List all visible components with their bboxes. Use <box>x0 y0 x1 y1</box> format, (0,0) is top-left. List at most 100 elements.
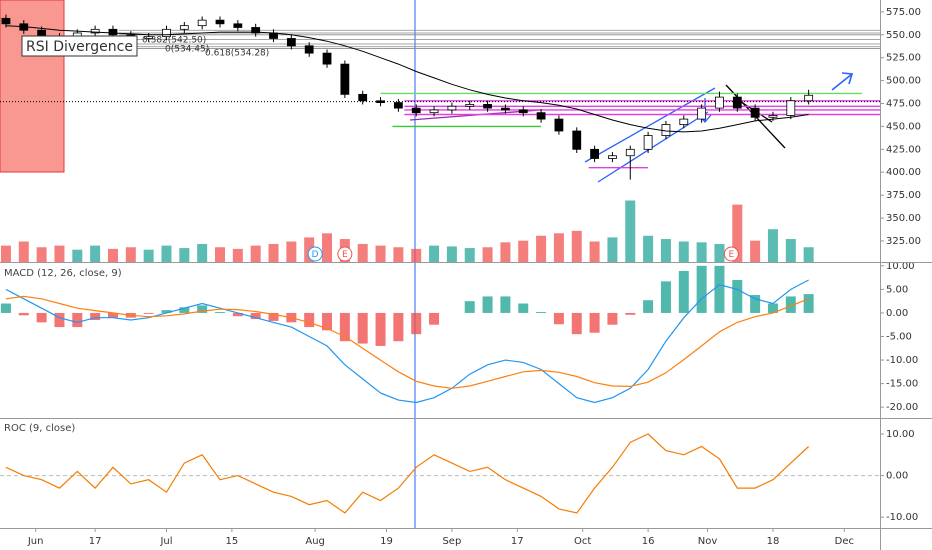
volume-bar <box>732 204 743 262</box>
candle-body <box>465 104 475 107</box>
histogram-bar <box>571 312 582 335</box>
candle-body <box>269 32 278 39</box>
histogram-bar <box>0 303 11 313</box>
volume-bar <box>286 241 297 262</box>
moving-average <box>5 25 809 133</box>
volume-bar <box>161 245 172 262</box>
candle-body <box>572 130 582 150</box>
volume-bar <box>179 248 190 262</box>
candle-body <box>750 107 760 118</box>
volume-bar <box>429 245 440 262</box>
candle-body <box>715 96 724 109</box>
candle-body <box>251 27 261 34</box>
macd-line <box>5 295 809 389</box>
x-tick-label: Dec <box>835 536 854 547</box>
histogram-bar <box>36 312 47 323</box>
volume-bar <box>36 247 47 262</box>
volume-bar <box>232 248 243 262</box>
x-tick-label: 18 <box>767 536 780 547</box>
histogram-bar <box>625 312 636 315</box>
histogram-bar <box>714 265 725 313</box>
candle-body <box>411 107 421 114</box>
candle-body <box>732 96 742 109</box>
candle-body <box>108 28 118 36</box>
volume-bar <box>571 230 582 262</box>
candle-body <box>590 148 599 159</box>
volume-bar <box>678 241 689 262</box>
y-tick-label: -20.00 <box>886 402 918 413</box>
y-tick-label: 400.00 <box>886 167 921 178</box>
candle-body <box>429 109 439 114</box>
histogram-bar <box>232 312 243 317</box>
candle-body <box>162 28 171 38</box>
histogram-bar <box>678 271 689 313</box>
volume-bar <box>357 243 368 262</box>
x-tick-label: Oct <box>574 536 591 547</box>
candle-body <box>376 100 385 104</box>
candle-body <box>1 17 11 25</box>
histogram-bar <box>90 312 101 321</box>
volume-bar <box>660 239 671 262</box>
y-tick-label: 500.00 <box>886 76 921 87</box>
x-tick-label: Jun <box>27 536 44 547</box>
volume-bar <box>54 245 65 262</box>
histogram-bar <box>536 311 547 313</box>
volume-bar <box>72 249 83 262</box>
candle-body <box>144 36 154 39</box>
y-tick-label: 475.00 <box>886 99 921 110</box>
volume-bar <box>803 247 814 262</box>
volume-bar <box>0 245 11 262</box>
x-tick-label: 17 <box>511 536 524 547</box>
histogram-bar <box>268 312 279 321</box>
histogram-bar <box>553 312 564 325</box>
volume-bar <box>411 248 422 262</box>
candle-body <box>322 52 332 65</box>
histogram-bar <box>500 296 511 313</box>
y-tick-label: 10.00 <box>886 429 915 440</box>
volume-bar <box>536 235 547 262</box>
histogram-bar <box>589 312 600 333</box>
candle-body <box>608 155 617 159</box>
y-tick-label: -10.00 <box>886 512 918 523</box>
pane-title: MACD (12, 26, close, 9) <box>4 268 122 279</box>
arrow-up <box>831 72 854 91</box>
histogram-bar <box>215 311 225 313</box>
volume-bar <box>518 240 529 262</box>
histogram-bar <box>72 312 83 328</box>
candle-body <box>286 38 296 47</box>
histogram-bar <box>464 301 475 313</box>
volume-bar <box>625 200 636 262</box>
y-tick-label: -15.00 <box>886 379 918 390</box>
histogram-bar <box>696 265 707 313</box>
y-tick-label: 425.00 <box>886 144 921 155</box>
volume-bar <box>143 249 154 262</box>
candle-body <box>518 109 528 114</box>
histogram-bar <box>107 312 118 318</box>
y-tick-label: 450.00 <box>886 121 921 132</box>
candle-body <box>197 19 207 27</box>
candle-body <box>679 118 689 125</box>
candle-body <box>697 107 707 120</box>
x-tick-label: 17 <box>89 536 102 547</box>
histogram-bar <box>518 303 529 313</box>
candle-body <box>643 135 653 150</box>
event-label: E <box>342 250 348 260</box>
x-tick-label: 16 <box>642 536 655 547</box>
histogram-bar <box>197 305 208 313</box>
histogram-bar <box>411 312 422 335</box>
volume-bar <box>197 243 208 262</box>
volume-bar <box>393 247 404 262</box>
y-tick-label: -5.00 <box>886 331 912 342</box>
volume-bar <box>215 247 225 262</box>
candle-body <box>536 112 546 120</box>
annotation: RSI Divergence <box>26 39 133 55</box>
candle-body <box>215 19 225 25</box>
volume-bar <box>250 245 261 262</box>
histogram-bar <box>803 294 814 313</box>
event-label: E <box>729 250 735 260</box>
volume-bar <box>589 241 600 262</box>
event-marker <box>723 246 739 262</box>
volume-bar <box>767 229 778 262</box>
